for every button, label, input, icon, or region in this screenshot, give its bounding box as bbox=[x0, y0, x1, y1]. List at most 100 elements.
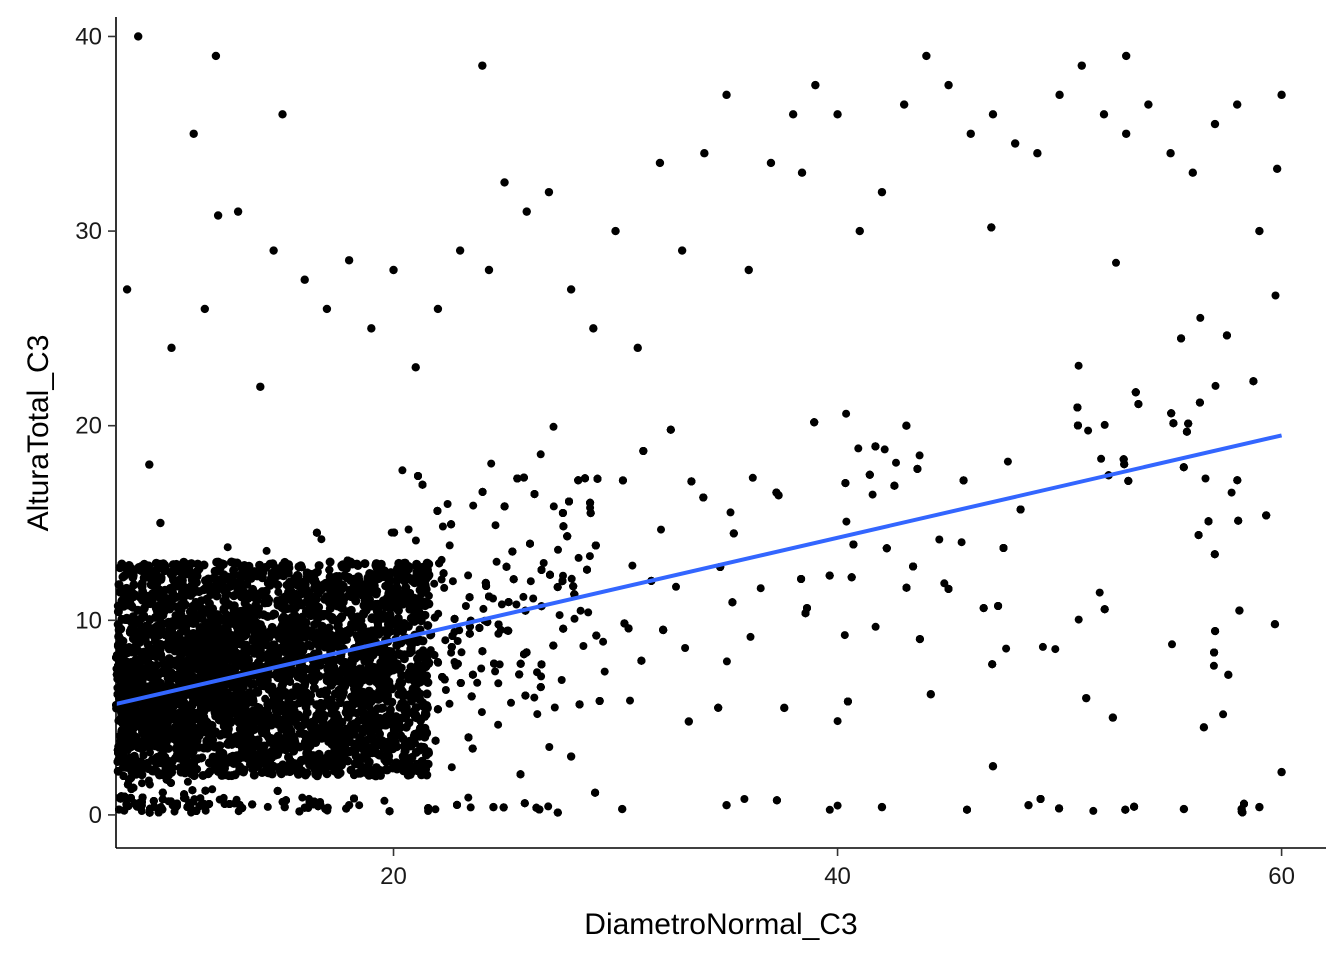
data-point bbox=[519, 473, 528, 482]
data-point bbox=[922, 51, 931, 61]
data-point bbox=[198, 799, 207, 808]
data-point bbox=[273, 786, 282, 795]
data-point bbox=[555, 611, 564, 620]
data-point bbox=[502, 562, 511, 571]
data-point bbox=[988, 762, 998, 771]
data-point bbox=[437, 575, 446, 584]
data-point bbox=[256, 382, 265, 391]
data-point bbox=[1222, 331, 1231, 340]
data-point bbox=[1124, 476, 1133, 485]
data-point bbox=[1099, 110, 1109, 119]
data-point bbox=[628, 561, 637, 570]
data-point bbox=[1195, 398, 1204, 407]
data-point bbox=[1201, 474, 1210, 483]
data-point bbox=[1210, 550, 1219, 559]
data-point bbox=[443, 500, 452, 508]
data-point bbox=[499, 803, 508, 812]
data-point bbox=[1166, 149, 1175, 158]
data-point bbox=[559, 522, 568, 531]
data-point bbox=[1024, 800, 1033, 810]
data-point bbox=[478, 487, 487, 496]
data-point bbox=[599, 637, 608, 646]
data-point bbox=[1262, 511, 1271, 520]
data-point bbox=[445, 541, 454, 550]
data-point bbox=[788, 110, 798, 119]
data-point bbox=[586, 498, 595, 507]
data-point bbox=[797, 168, 807, 177]
data-point bbox=[569, 582, 578, 591]
data-point bbox=[567, 574, 576, 583]
data-point bbox=[855, 226, 864, 236]
data-point bbox=[811, 80, 820, 90]
data-point bbox=[902, 421, 911, 430]
data-point bbox=[1097, 454, 1106, 463]
data-point bbox=[145, 808, 154, 817]
data-point bbox=[780, 703, 789, 713]
data-point bbox=[124, 802, 133, 810]
data-point bbox=[1167, 409, 1176, 418]
data-point bbox=[748, 473, 757, 482]
data-point bbox=[1010, 139, 1020, 148]
data-point bbox=[1182, 427, 1191, 436]
data-point bbox=[553, 583, 562, 592]
data-point bbox=[926, 690, 936, 699]
data-point bbox=[439, 569, 448, 578]
data-point bbox=[1240, 799, 1248, 808]
data-point bbox=[584, 608, 593, 617]
data-point bbox=[1074, 615, 1083, 624]
data-point bbox=[445, 699, 454, 708]
data-point bbox=[833, 110, 842, 119]
data-point bbox=[1121, 129, 1131, 138]
data-point bbox=[624, 624, 633, 633]
data-point bbox=[772, 488, 781, 497]
data-point bbox=[533, 668, 541, 677]
data-point bbox=[1188, 168, 1197, 177]
data-point bbox=[521, 691, 530, 700]
data-point bbox=[497, 600, 506, 609]
data-point bbox=[533, 710, 542, 719]
data-point bbox=[579, 642, 588, 650]
data-point bbox=[726, 508, 735, 517]
data-point bbox=[1199, 723, 1209, 732]
data-point bbox=[431, 736, 440, 745]
data-point bbox=[342, 804, 351, 813]
data-point bbox=[1232, 100, 1242, 109]
data-point bbox=[585, 552, 594, 561]
data-point bbox=[865, 470, 874, 479]
data-point bbox=[447, 763, 456, 772]
data-point bbox=[451, 661, 460, 670]
data-point bbox=[180, 790, 189, 799]
data-point bbox=[1003, 457, 1012, 466]
data-point bbox=[877, 187, 887, 197]
data-point bbox=[519, 592, 528, 601]
data-point bbox=[516, 770, 525, 779]
data-point bbox=[411, 363, 420, 372]
data-point bbox=[1082, 693, 1091, 703]
data-point bbox=[570, 614, 579, 623]
data-point bbox=[1234, 516, 1243, 525]
data-point bbox=[468, 670, 477, 679]
data-point bbox=[477, 708, 486, 717]
data-point bbox=[1084, 426, 1093, 435]
data-point bbox=[455, 246, 465, 255]
data-point bbox=[490, 659, 498, 668]
data-point bbox=[208, 785, 217, 794]
data-point bbox=[913, 464, 922, 473]
data-point bbox=[1277, 90, 1286, 100]
data-point bbox=[441, 686, 450, 694]
data-point bbox=[1168, 640, 1176, 649]
data-point bbox=[188, 786, 197, 795]
data-point bbox=[842, 409, 851, 418]
data-point bbox=[1271, 291, 1280, 300]
data-point bbox=[274, 588, 283, 597]
data-point bbox=[592, 631, 601, 640]
data-point bbox=[431, 805, 440, 814]
data-point bbox=[520, 799, 529, 808]
data-point bbox=[1112, 258, 1120, 267]
data-point bbox=[699, 493, 708, 502]
data-point bbox=[729, 529, 738, 538]
data-point bbox=[559, 624, 568, 633]
data-point bbox=[854, 444, 863, 453]
data-point bbox=[1211, 381, 1220, 390]
data-point bbox=[544, 802, 553, 811]
